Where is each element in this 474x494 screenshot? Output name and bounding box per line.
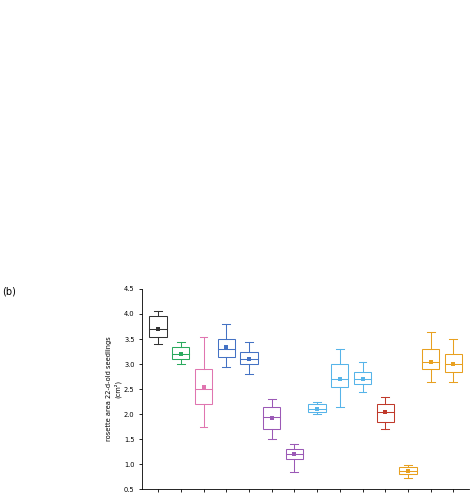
Bar xyxy=(240,352,257,364)
Text: (a): (a) xyxy=(2,4,16,14)
Bar xyxy=(172,346,190,359)
Bar xyxy=(286,449,303,459)
Bar xyxy=(218,339,235,357)
Bar xyxy=(309,404,326,412)
Bar xyxy=(399,467,417,474)
Y-axis label: rosette area 22-d-old seedlings
(cm²): rosette area 22-d-old seedlings (cm²) xyxy=(107,336,121,442)
Bar xyxy=(195,369,212,404)
Bar xyxy=(331,364,348,386)
Bar xyxy=(376,404,394,421)
Bar xyxy=(422,349,439,369)
Bar xyxy=(263,407,280,429)
Text: (b): (b) xyxy=(2,287,16,296)
Bar xyxy=(354,371,371,384)
Bar xyxy=(149,317,167,336)
Bar xyxy=(445,354,462,371)
